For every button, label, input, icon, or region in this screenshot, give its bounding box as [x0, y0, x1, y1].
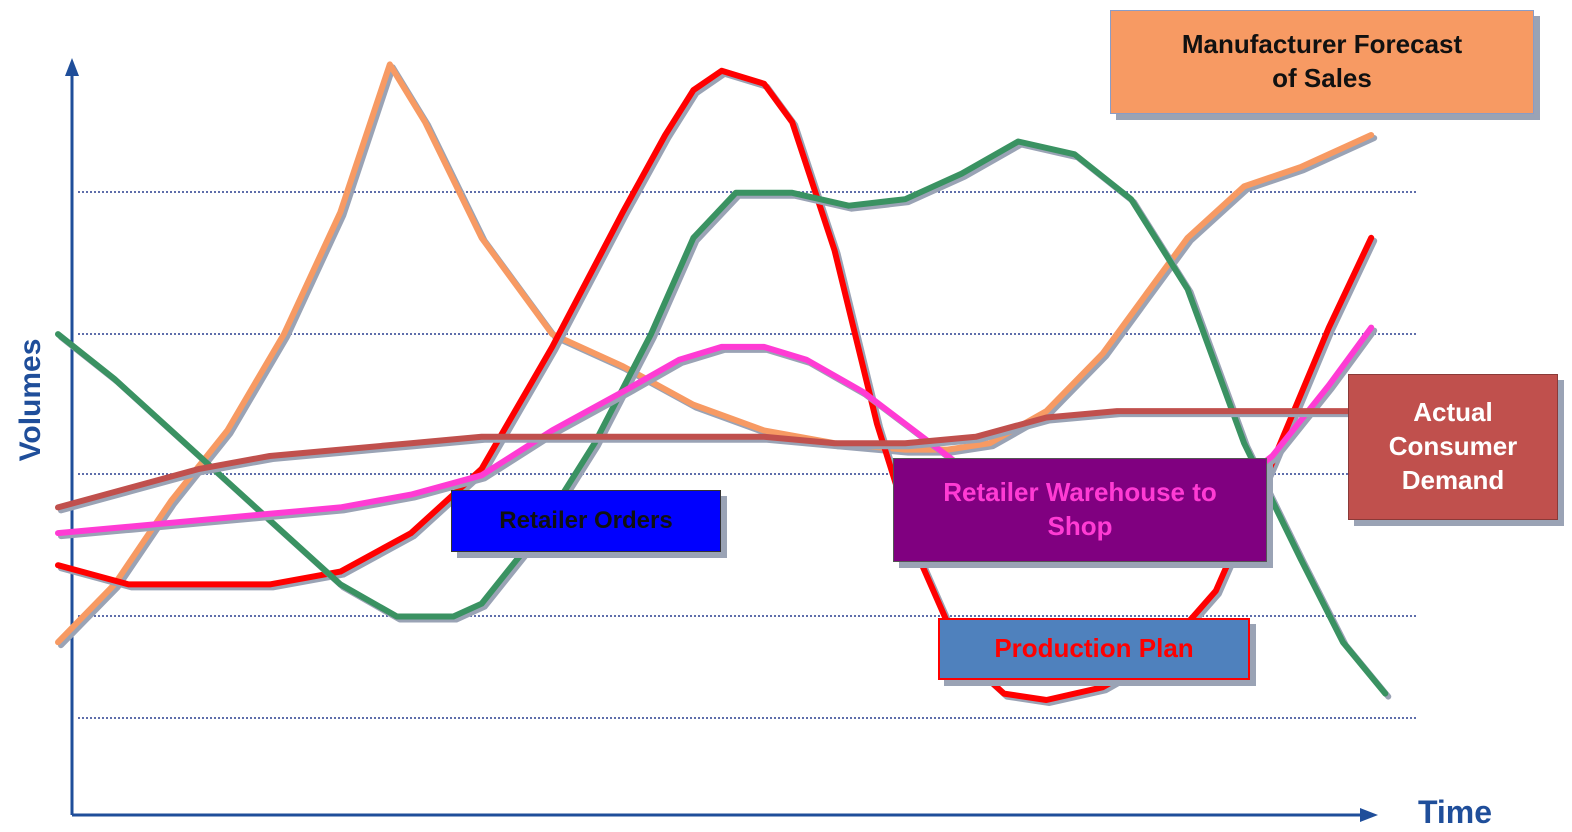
series-line-4 — [55, 408, 1375, 511]
label-actual-demand: Actual Consumer Demand — [1348, 374, 1558, 520]
series-lines — [55, 61, 1392, 706]
label-actual-demand-text: Actual Consumer Demand — [1388, 397, 1518, 495]
x-axis-label: Time — [1418, 794, 1492, 830]
y-axis-label: Volumes — [14, 339, 47, 462]
label-retailer-orders-text: Retailer Orders — [499, 507, 673, 535]
label-retailer-warehouse-text: Retailer Warehouse to Shop — [943, 477, 1217, 541]
axes — [65, 58, 1378, 822]
label-manufacturer-forecast-text: Manufacturer Forecast of Sales — [1181, 29, 1463, 93]
label-production-plan-text: Production Plan — [994, 633, 1194, 664]
label-production-plan: Production Plan — [938, 618, 1250, 680]
series-line-2 — [55, 138, 1389, 697]
label-retailer-warehouse: Retailer Warehouse to Shop — [893, 458, 1267, 562]
label-manufacturer-forecast: Manufacturer Forecast of Sales — [1110, 10, 1534, 114]
x-axis-arrow — [1360, 808, 1378, 822]
label-retailer-orders: Retailer Orders — [451, 490, 721, 552]
y-axis-arrow — [65, 58, 79, 76]
series-line-0 — [55, 61, 1375, 646]
